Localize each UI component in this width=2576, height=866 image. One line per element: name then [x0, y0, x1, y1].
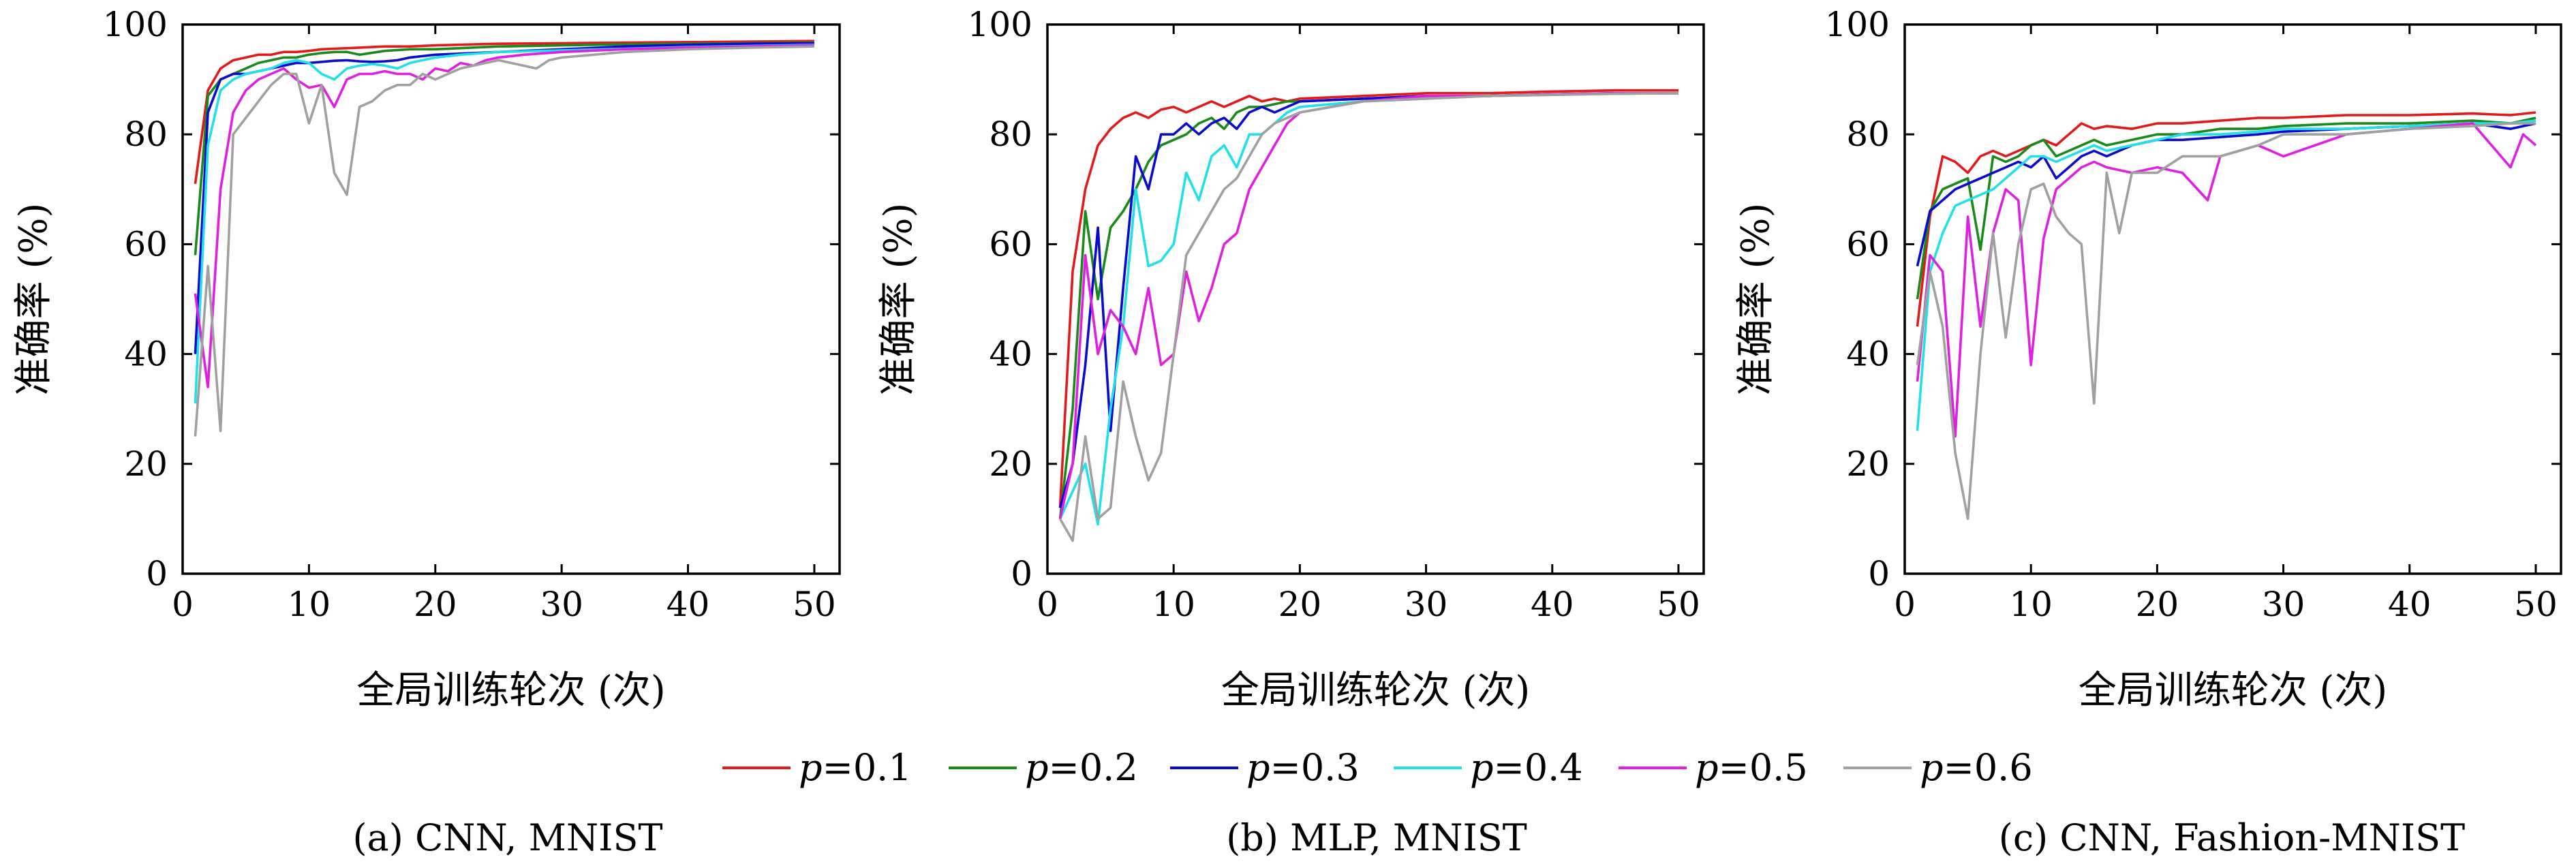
plot-frame: [1903, 23, 2562, 575]
series-line-p-0-5: [194, 44, 814, 388]
subfigure-caption: (b) MLP, MNIST: [1226, 816, 1527, 859]
series-line-p-0-6: [1916, 122, 2536, 521]
series-line-p-0-3: [194, 42, 814, 354]
x-tick-label: 40: [1531, 585, 1574, 624]
y-axis-label: 准确率 (%): [876, 203, 921, 396]
series-lines: [194, 40, 814, 437]
x-tick-label: 50: [1657, 585, 1700, 624]
y-tick-label: 100: [968, 5, 1032, 44]
y-tick-label: 0: [1868, 554, 1890, 593]
y-tick-label: 20: [1846, 444, 1890, 484]
subfigure-caption: (c) CNN, Fashion-MNIST: [1999, 816, 2465, 859]
y-axis-label: 准确率 (%): [12, 203, 56, 396]
series-line-p-0-5: [1916, 122, 2537, 438]
y-tick-label: 80: [124, 114, 168, 154]
y-tick-label: 60: [1846, 224, 1890, 264]
x-tick-label: 50: [2514, 585, 2558, 624]
subfigure-caption: (a) CNN, MNIST: [352, 816, 662, 859]
y-tick-label: 80: [1846, 114, 1890, 154]
x-axis-label: 全局训练轮次 (次): [356, 668, 666, 713]
y-tick-label: 0: [1011, 554, 1032, 593]
x-tick-label: 40: [2388, 585, 2432, 624]
legend-label: p=0.3: [1246, 746, 1360, 789]
series-line-p-0-6: [194, 45, 814, 437]
legend-label: p=0.5: [1695, 746, 1808, 789]
series-line-p-0-2: [194, 41, 814, 256]
x-tick-label: 30: [2262, 585, 2305, 624]
x-tick-label: 40: [666, 585, 710, 624]
y-tick-label: 100: [1825, 5, 1890, 44]
series-line-p-0-2: [1916, 117, 2536, 300]
y-tick-label: 20: [124, 444, 168, 484]
series-line-p-0-2: [1058, 92, 1678, 519]
legend-item: p=0.5: [1619, 746, 1808, 789]
legend-item: p=0.6: [1843, 746, 2033, 789]
x-tick-label: 10: [2009, 585, 2053, 624]
series-line-p-0-4: [194, 44, 814, 404]
x-tick-label: 30: [1405, 585, 1448, 624]
x-tick-label: 20: [1278, 585, 1322, 624]
y-tick-label: 40: [124, 335, 168, 374]
y-tick-label: 40: [989, 335, 1032, 374]
series-line-p-0-1: [1058, 89, 1678, 508]
series-line-p-0-1: [194, 40, 814, 184]
series-lines: [1916, 111, 2537, 521]
chart-panel-1: 0 10 20 30 40 50 0 20 40 60 80 100 全局训练轮次 (次) 准确率 (%)…: [12, 5, 841, 859]
y-tick-label: 60: [124, 224, 168, 264]
x-tick-label: 10: [288, 585, 331, 624]
x-tick-label: 0: [1037, 585, 1058, 624]
y-axis-label: 准确率 (%): [1734, 203, 1778, 396]
y-tick-label: 80: [989, 114, 1032, 154]
legend-item: p=0.4: [1394, 746, 1583, 789]
x-tick-label: 10: [1152, 585, 1195, 624]
legend: p=0.1 p=0.2 p=0.3 p=0.4 p=0.5 p=0.6: [722, 746, 2033, 789]
series-lines: [1058, 89, 1679, 542]
legend-label: p=0.6: [1920, 746, 2033, 789]
x-axis-label: 全局训练轮次 (次): [1221, 668, 1531, 713]
y-tick-label: 100: [103, 5, 168, 44]
x-tick-label: 50: [793, 585, 836, 624]
series-line-p-0-5: [1058, 92, 1678, 519]
y-tick-label: 60: [989, 224, 1032, 264]
series-line-p-0-6: [1058, 92, 1679, 542]
x-axis-label: 全局训练轮次 (次): [2079, 668, 2388, 713]
series-line-p-0-4: [1916, 119, 2536, 431]
x-tick-label: 0: [172, 585, 194, 624]
legend-item: p=0.3: [1170, 746, 1360, 789]
legend-item: p=0.2: [949, 746, 1138, 789]
legend-label: p=0.1: [799, 746, 912, 789]
series-line-p-0-1: [1916, 111, 2536, 327]
legend-item: p=0.1: [722, 746, 912, 789]
chart-panel-3: 0 10 20 30 40 50 0 20 40 60 80 100 全局训练轮次 (次) 准确率 (%)…: [1734, 5, 2562, 859]
legend-label: p=0.4: [1470, 746, 1583, 789]
x-tick-label: 20: [2136, 585, 2179, 624]
chart-panel-2: 0 10 20 30 40 50 0 20 40 60 80 100 全局训练轮次 (次) 准确率 (%)…: [876, 5, 1705, 859]
plot-frame: [181, 23, 841, 575]
y-tick-label: 40: [1846, 335, 1890, 374]
plot-frame: [1046, 23, 1705, 575]
series-line-p-0-3: [1916, 122, 2536, 267]
y-tick-label: 0: [146, 554, 168, 593]
x-tick-label: 0: [1894, 585, 1916, 624]
x-tick-label: 30: [540, 585, 583, 624]
y-tick-label: 20: [989, 444, 1032, 484]
x-tick-label: 20: [414, 585, 457, 624]
legend-label: p=0.2: [1025, 746, 1138, 789]
